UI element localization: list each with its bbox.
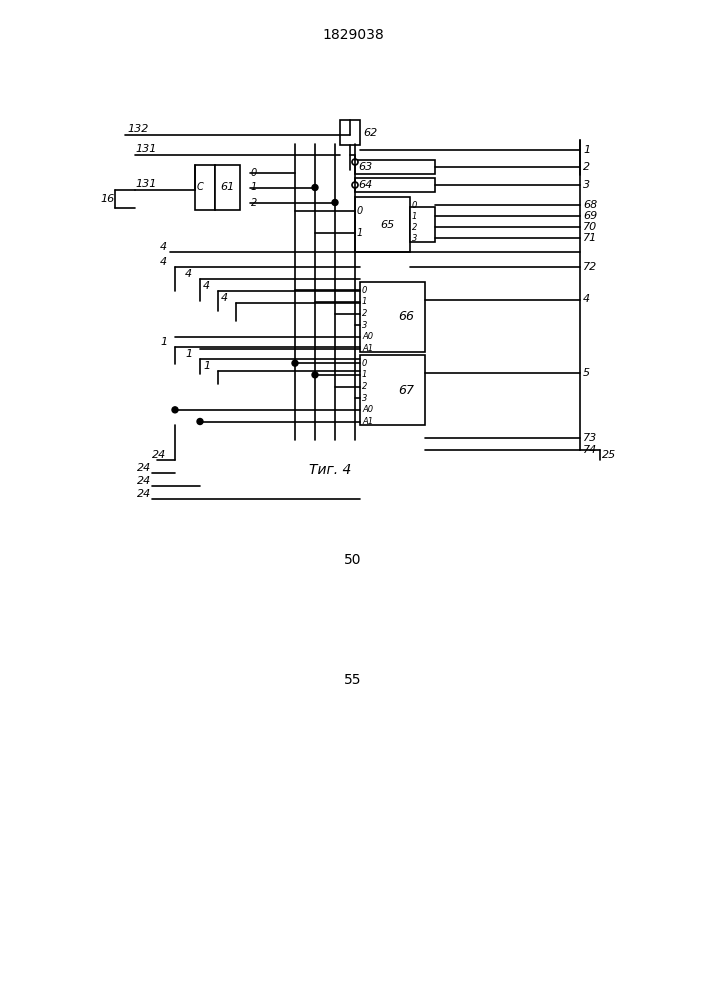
Text: 4: 4 (160, 257, 167, 267)
Text: 1: 1 (203, 361, 210, 371)
Bar (215, 165, 240, 210)
Text: 0: 0 (362, 286, 368, 295)
Circle shape (332, 200, 338, 206)
Text: 71: 71 (583, 233, 597, 243)
Circle shape (312, 372, 318, 378)
Bar (340, 120, 360, 145)
Text: 61: 61 (220, 182, 234, 192)
Text: 3: 3 (362, 394, 368, 403)
Circle shape (352, 182, 358, 188)
Text: 0: 0 (251, 167, 257, 178)
Text: 16: 16 (100, 194, 115, 204)
Circle shape (197, 418, 203, 424)
Text: 5: 5 (583, 367, 590, 377)
Text: A0: A0 (362, 332, 373, 341)
Text: 73: 73 (583, 433, 597, 443)
Text: 1829038: 1829038 (322, 28, 384, 42)
Text: 0: 0 (412, 201, 417, 210)
Text: 1: 1 (185, 349, 192, 359)
Text: 24: 24 (137, 463, 151, 473)
Text: 4: 4 (221, 293, 228, 303)
Text: 4: 4 (203, 281, 210, 291)
Bar (195, 165, 215, 210)
Text: 62: 62 (363, 127, 378, 137)
Text: 72: 72 (583, 262, 597, 272)
Bar (355, 197, 410, 252)
Text: 132: 132 (127, 124, 148, 134)
Text: 66: 66 (398, 310, 414, 324)
Text: 65: 65 (380, 220, 395, 230)
Text: 2: 2 (583, 162, 590, 172)
Bar (360, 282, 425, 352)
Text: 2: 2 (362, 309, 368, 318)
Text: 2: 2 (412, 223, 417, 232)
Text: 55: 55 (344, 673, 362, 687)
Text: 1: 1 (583, 145, 590, 155)
Text: 1: 1 (357, 228, 363, 238)
Text: 68: 68 (583, 200, 597, 210)
Text: C: C (197, 182, 204, 192)
Text: 1: 1 (251, 182, 257, 192)
Circle shape (172, 407, 178, 413)
Circle shape (352, 159, 358, 165)
Text: 24: 24 (137, 489, 151, 499)
Text: 131: 131 (135, 179, 156, 189)
Text: 74: 74 (583, 445, 597, 455)
Text: 50: 50 (344, 553, 362, 567)
Bar (355, 178, 435, 192)
Text: 1: 1 (362, 370, 368, 379)
Text: 2: 2 (362, 382, 368, 391)
Text: 3: 3 (583, 180, 590, 190)
Text: 25: 25 (602, 450, 617, 460)
Text: 2: 2 (251, 198, 257, 208)
Text: 70: 70 (583, 222, 597, 232)
Circle shape (312, 184, 318, 190)
Text: 1: 1 (412, 212, 417, 221)
Text: 69: 69 (583, 211, 597, 221)
Text: 24: 24 (152, 450, 166, 460)
Text: 24: 24 (137, 476, 151, 486)
Text: 3: 3 (412, 234, 417, 243)
Bar (360, 355, 425, 425)
Text: 4: 4 (160, 242, 167, 252)
Text: 1: 1 (362, 297, 368, 306)
Text: 64: 64 (358, 180, 373, 190)
Text: 0: 0 (362, 359, 368, 368)
Text: A0: A0 (362, 405, 373, 414)
Text: A1: A1 (362, 344, 373, 353)
Bar (355, 160, 435, 174)
Text: 63: 63 (358, 162, 373, 172)
Text: 4: 4 (583, 294, 590, 304)
Bar (410, 207, 435, 242)
Text: 0: 0 (357, 206, 363, 216)
Text: 67: 67 (398, 383, 414, 396)
Text: 131: 131 (135, 144, 156, 154)
Text: 4: 4 (185, 269, 192, 279)
Text: A1: A1 (362, 417, 373, 426)
Circle shape (292, 360, 298, 366)
Text: 1: 1 (160, 337, 167, 347)
Text: 3: 3 (362, 321, 368, 330)
Text: Τиг. 4: Τиг. 4 (309, 463, 351, 477)
